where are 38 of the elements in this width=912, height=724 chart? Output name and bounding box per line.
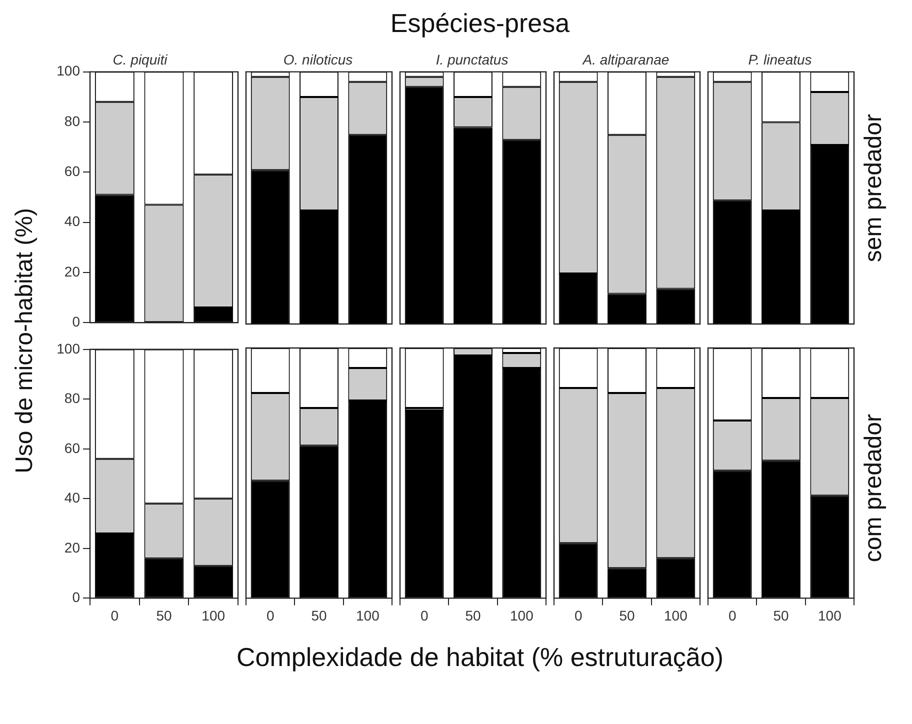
y-tick-label: 0 — [72, 313, 80, 330]
x-tick-label: 100 — [818, 607, 842, 624]
chart-title: C. piquiti — [112, 51, 168, 68]
y-tick-label: 100 — [56, 340, 80, 356]
chart-title: P. lineatus — [748, 51, 812, 68]
x-tick-label: 0 — [110, 607, 119, 624]
x-tick-label: 50 — [773, 607, 789, 624]
y-tick-label: 80 — [64, 390, 80, 406]
bar — [404, 410, 444, 598]
x-tick-label: 100 — [202, 607, 226, 624]
x-tick-label: 100 — [664, 607, 688, 624]
chart-title: A. altiparanae — [582, 51, 670, 68]
x-tick-label: 50 — [619, 607, 635, 624]
x-tick-label: 0 — [574, 607, 582, 624]
y-tick-label: 20 — [64, 263, 80, 280]
x-tick-label: 0 — [420, 607, 428, 624]
y-tick-label: 80 — [64, 112, 80, 129]
x-tick-label: 50 — [311, 607, 327, 624]
y2-axis-title: sem predador — [860, 114, 888, 262]
x-tick-label: 100 — [356, 607, 380, 624]
x-tick-label: 50 — [465, 607, 481, 624]
y-tick-label: 40 — [64, 213, 80, 230]
y-tick-label: 100 — [56, 62, 80, 79]
y-tick-label: 40 — [64, 490, 80, 506]
chart-title: I. punctatus — [436, 51, 508, 68]
y-tick-label: 20 — [64, 539, 80, 556]
chart-title: O. niloticus — [283, 51, 353, 68]
y-tick-label: 0 — [72, 589, 80, 606]
x-axis-title: Complexidade de habitat (% estruturação) — [236, 642, 724, 672]
x-tick-label: 0 — [266, 607, 274, 624]
y-tick-label: 60 — [64, 162, 80, 179]
text: Espécies-presa — [390, 8, 570, 38]
y2-axis-title: com predador — [860, 414, 888, 562]
x-tick-label: 0 — [728, 607, 736, 624]
x-tick-label: 50 — [156, 607, 172, 624]
y-tick-label: 60 — [64, 440, 80, 456]
x-tick-label: 100 — [510, 607, 534, 624]
y-axis-title: Uso de micro-habitat (%) — [11, 208, 39, 474]
